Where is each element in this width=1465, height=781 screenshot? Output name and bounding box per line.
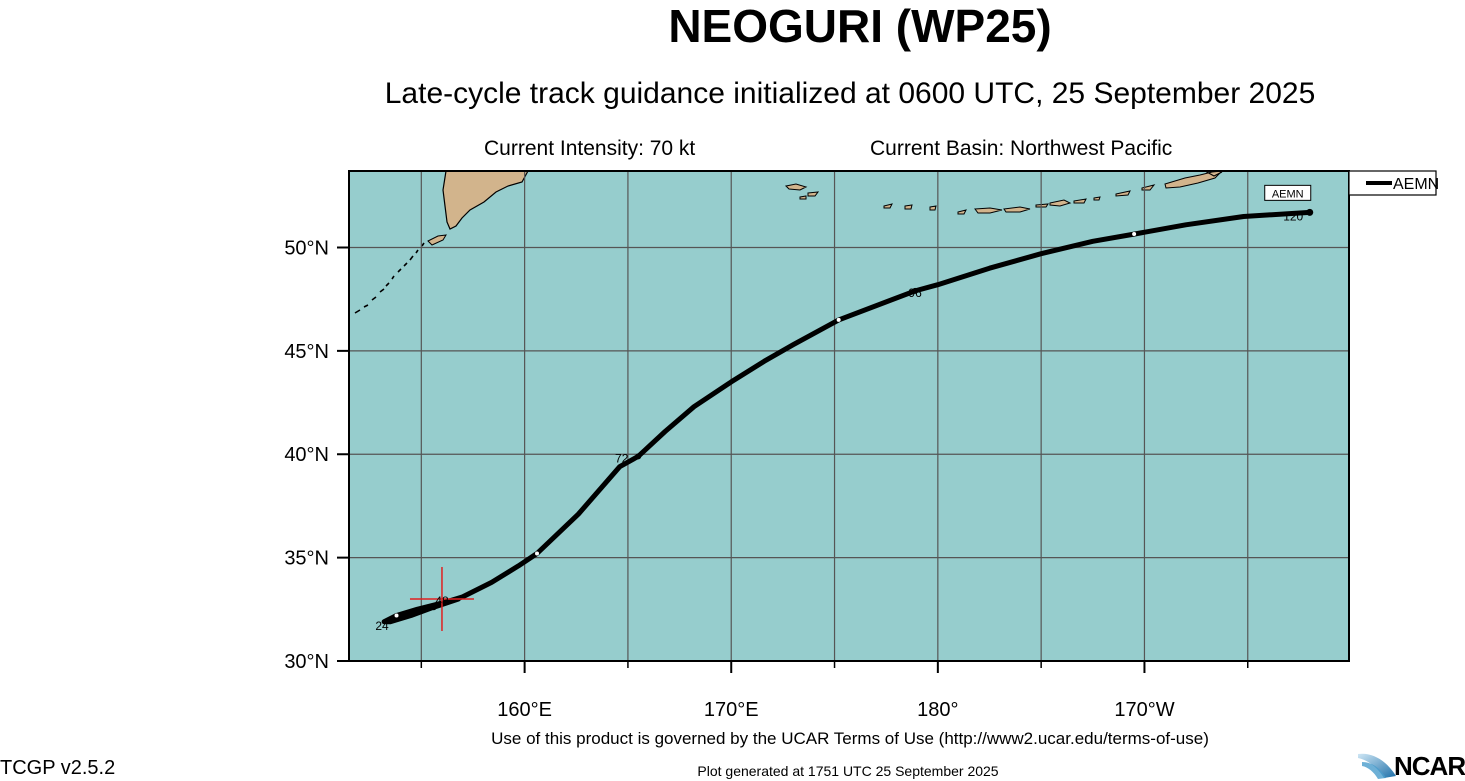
kuril-islands [354, 242, 425, 314]
north-coastline [1204, 170, 1223, 177]
track-tau-point [912, 287, 919, 294]
lat-lon-grid [349, 171, 1349, 661]
land-masses [354, 170, 1224, 314]
terms-of-use: Use of this product is governed by the U… [491, 729, 1209, 748]
ncar-logo-icon [1358, 753, 1396, 779]
lon-tick-label: 160°E [497, 699, 552, 721]
ocean-background [349, 171, 1349, 661]
track-tau-point [635, 453, 642, 460]
lon-tick-label: 170°E [704, 699, 759, 721]
tau-label: 96 [908, 286, 922, 300]
lon-tick-label: 170°W [1114, 699, 1174, 721]
lat-tick-label: 35°N [284, 548, 329, 570]
lat-tick-label: 50°N [284, 237, 329, 259]
aleutian-islands [784, 170, 1224, 215]
legend-item: AEMN [1393, 176, 1439, 193]
tau-label: 24 [375, 619, 389, 633]
tau-label: 72 [615, 452, 629, 466]
commander-island [427, 234, 447, 246]
lat-tick-label: 45°N [284, 341, 329, 363]
current-intensity: Current Intensity: 70 kt [484, 137, 696, 160]
kamchatka-land [442, 170, 530, 230]
map-frame [348, 170, 1350, 662]
track-model-box [1264, 184, 1312, 201]
lon-tick-label: 180° [917, 699, 958, 721]
track-time-dot [1132, 232, 1137, 237]
track-end-point [1306, 208, 1314, 216]
generated-timestamp: Plot generated at 1751 UTC 25 September … [697, 763, 999, 779]
lat-tick-label: 30°N [284, 651, 329, 673]
lat-tick-label: 40°N [284, 444, 329, 466]
aemn-track [381, 208, 1314, 625]
map-subtitle: Late-cycle track guidance initialized at… [384, 77, 1316, 110]
tau-label: 48 [435, 594, 449, 608]
version-label: TCGP v2.5.2 [0, 757, 116, 779]
aemn-track-line [381, 209, 1313, 625]
current-basin: Current Basin: Northwest Pacific [870, 137, 1173, 160]
ncar-logo-text: NCAR [1394, 751, 1465, 781]
tau-label: 120 [1283, 210, 1303, 224]
track-model-label: AEMN [1272, 188, 1304, 200]
track-time-dot [535, 551, 540, 556]
map-title: NEOGURI (WP25) [668, 0, 1052, 52]
track-time-dot [836, 317, 841, 322]
legend-box [1348, 170, 1437, 196]
track-time-dot [394, 613, 399, 618]
track-tau-point [430, 604, 437, 611]
